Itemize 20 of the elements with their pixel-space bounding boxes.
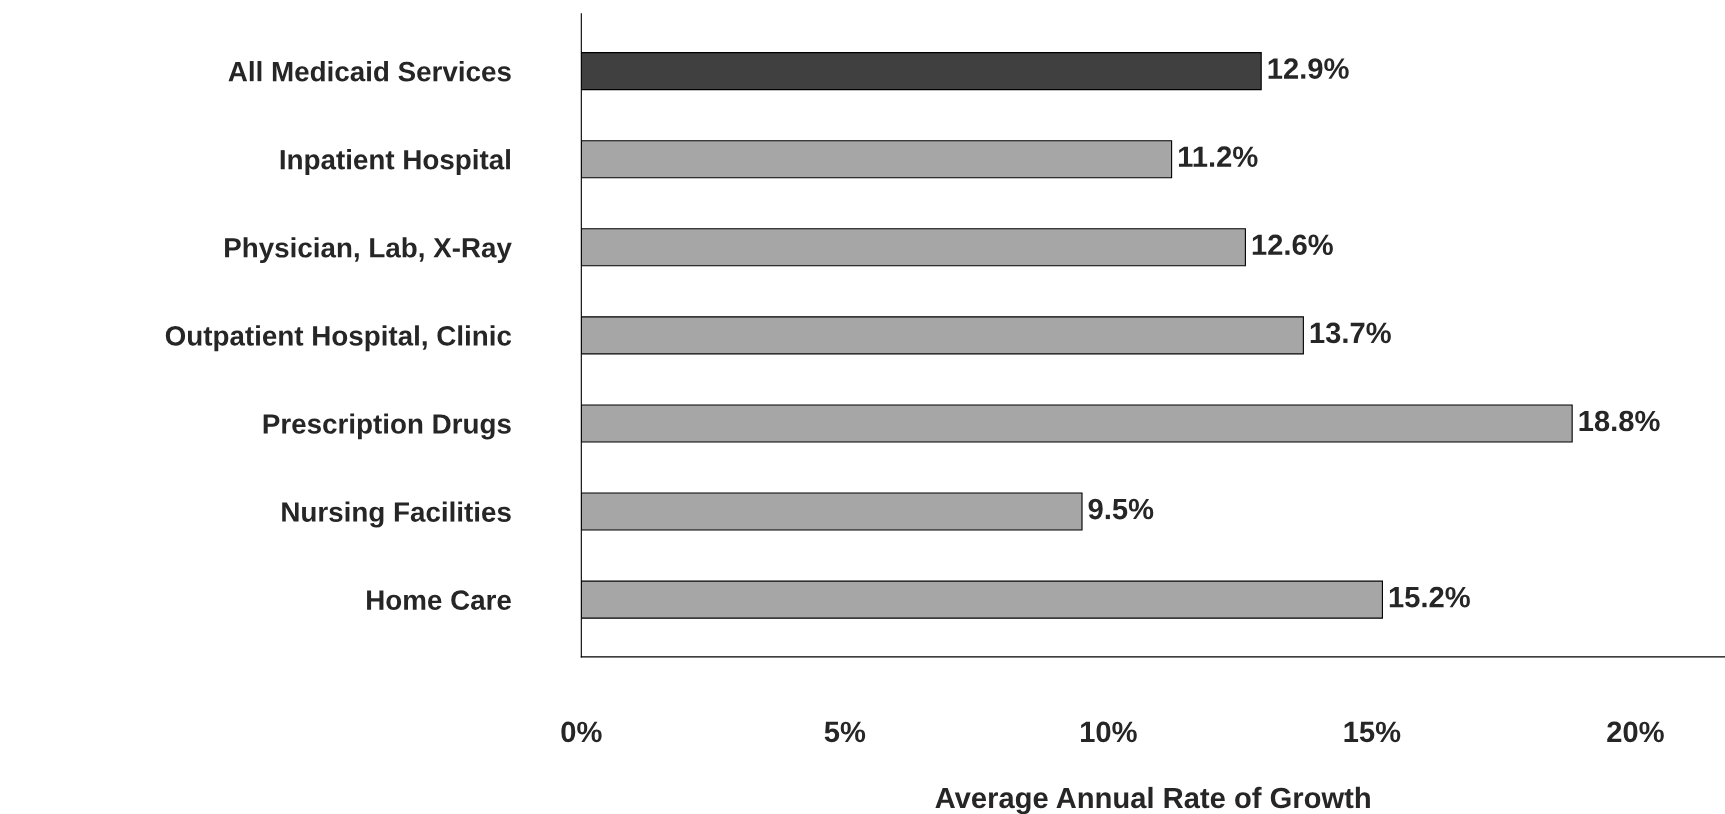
x-axis-title: Average Annual Rate of Growth <box>935 786 1370 814</box>
x-tick-label: 20% <box>1607 721 1664 743</box>
data-label: 15.2% <box>1389 586 1470 608</box>
y-tick-label: Outpatient Hospital, Clinic <box>165 325 512 352</box>
x-tick-label: 5% <box>824 721 866 743</box>
y-tick-label: Prescription Drugs <box>263 413 511 440</box>
data-label: 9.5% <box>1088 498 1154 520</box>
x-tick-label: 0% <box>561 721 602 743</box>
x-tick-label: 15% <box>1344 721 1401 743</box>
x-tick-label: 10% <box>1081 721 1137 743</box>
y-tick-label: Nursing Facilities <box>282 501 511 528</box>
y-tick-label: Inpatient Hospital <box>280 149 510 176</box>
data-label: 11.2% <box>1179 146 1258 167</box>
data-label: 12.9% <box>1268 58 1349 79</box>
y-tick-label: Home Care <box>367 590 511 610</box>
data-label: 18.8% <box>1579 410 1660 432</box>
data-label: 12.6% <box>1252 234 1333 256</box>
data-label: 13.7% <box>1310 322 1391 344</box>
y-tick-label: Physician, Lab, X-Ray <box>225 237 512 264</box>
y-tick-label: All Medicaid Services <box>228 61 511 82</box>
